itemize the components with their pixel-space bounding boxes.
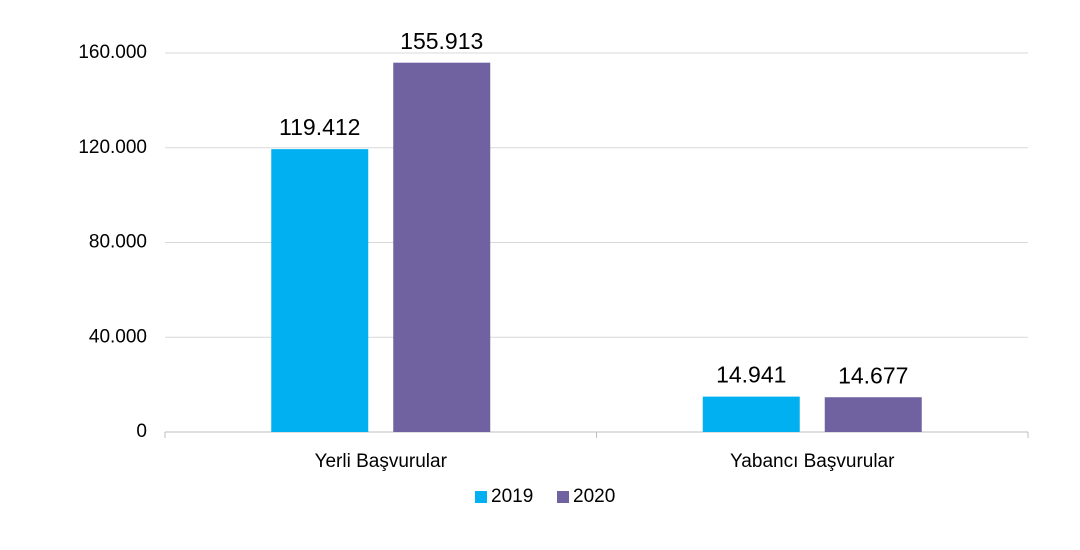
x-tick-label: Yabancı Başvurular <box>730 451 895 472</box>
legend-label: 2019 <box>491 486 533 507</box>
legend-label: 2020 <box>573 486 615 507</box>
legend-swatch <box>475 491 487 503</box>
data-label: 119.412 <box>279 114 360 140</box>
bar <box>824 397 922 432</box>
y-tick-label: 0 <box>136 421 147 442</box>
bar <box>702 396 800 432</box>
y-tick-label: 80.000 <box>89 232 147 253</box>
bar <box>271 149 369 432</box>
x-tick-label: Yerli Başvurular <box>315 451 448 472</box>
bar <box>393 62 491 432</box>
data-label: 14.677 <box>838 362 908 388</box>
legend-swatch <box>557 491 569 503</box>
y-tick-label: 40.000 <box>89 326 147 347</box>
data-label: 155.913 <box>400 28 483 54</box>
data-label: 14.941 <box>716 362 786 388</box>
y-tick-label: 120.000 <box>78 137 147 158</box>
y-tick-label: 160.000 <box>78 42 147 63</box>
